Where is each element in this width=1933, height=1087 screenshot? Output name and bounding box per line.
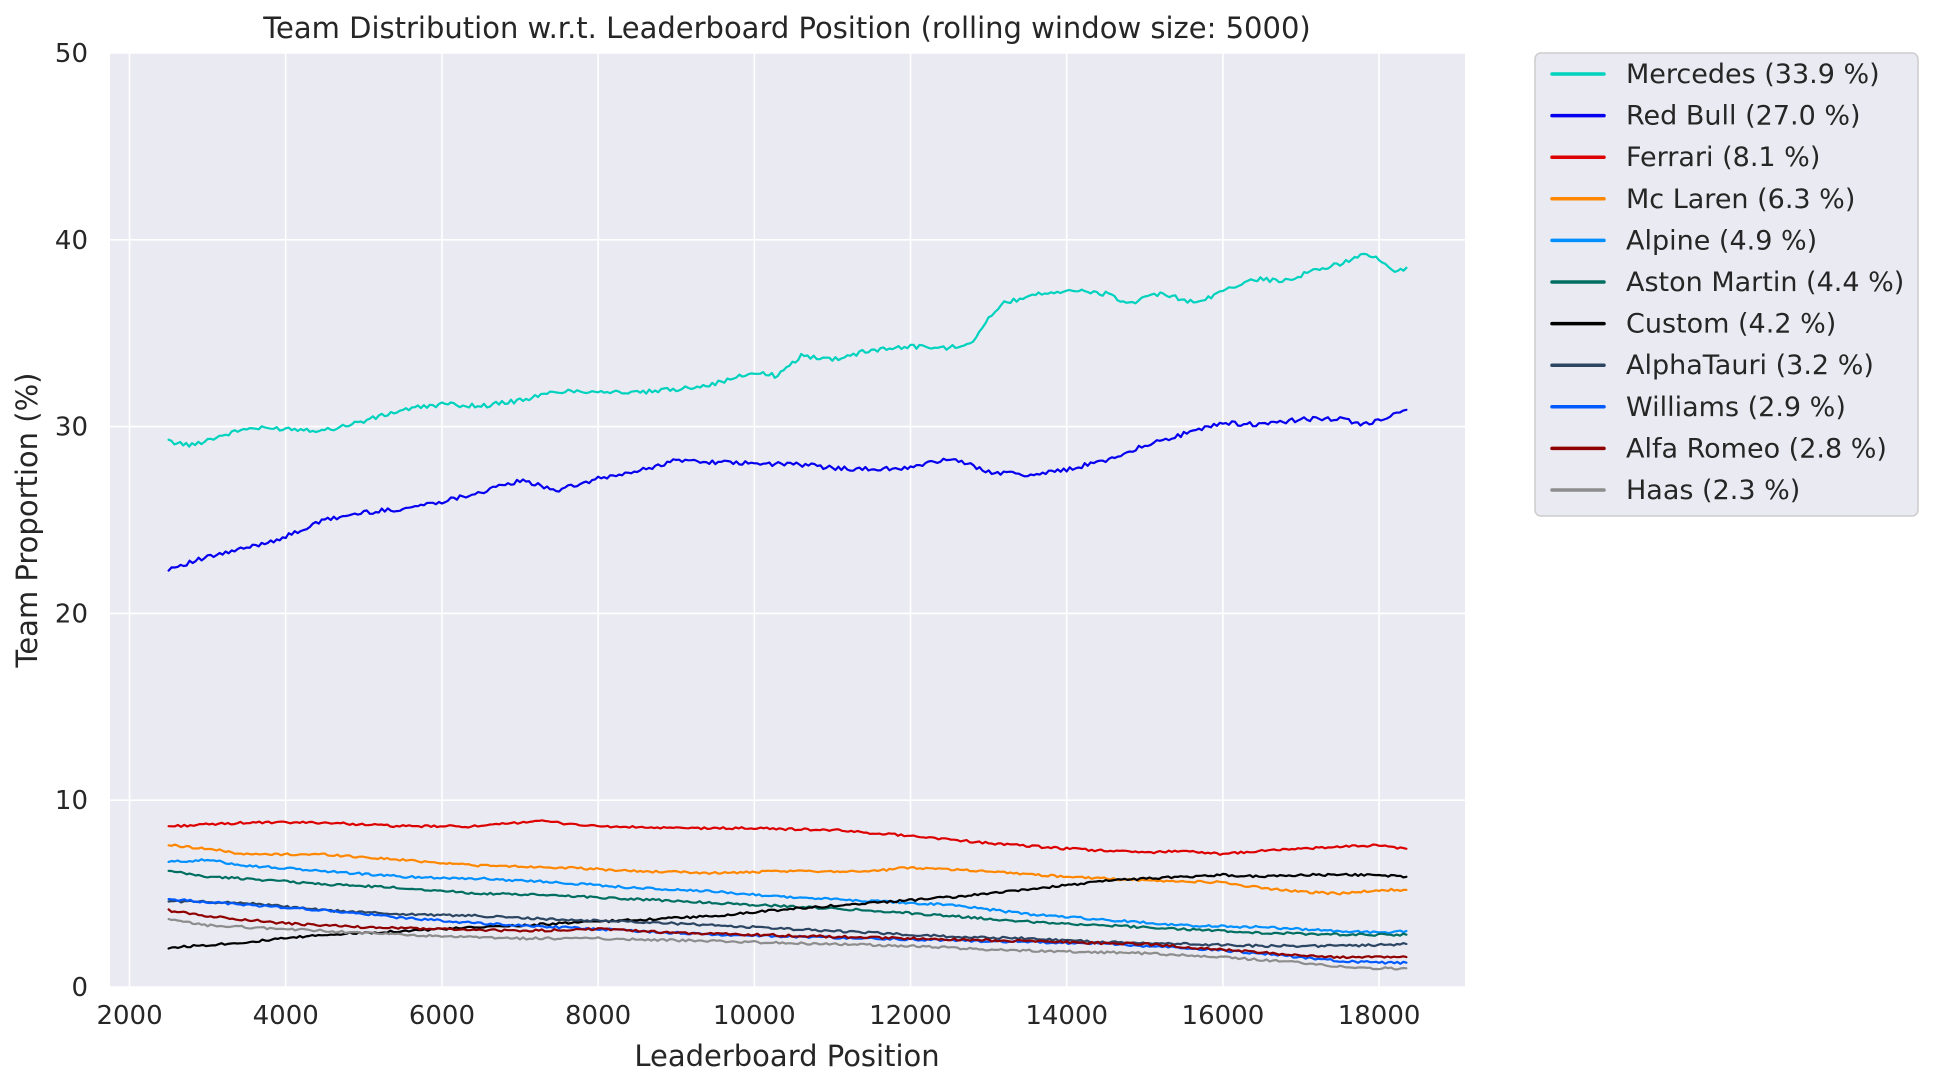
x-tick-label: 6000 <box>409 1001 475 1031</box>
series-line <box>167 252 1408 448</box>
x-tick-label: 18000 <box>1338 1001 1421 1031</box>
legend-label: Williams (2.9 %) <box>1626 392 1846 423</box>
y-tick-label: 40 <box>55 226 88 256</box>
series-line <box>167 408 1408 572</box>
series-line <box>167 898 1408 965</box>
legend-frame <box>1534 52 1919 517</box>
x-tick-label: 14000 <box>1025 1001 1108 1031</box>
legend-label: Mc Laren (6.3 %) <box>1626 184 1855 215</box>
legend-label: Red Bull (27.0 %) <box>1626 101 1861 132</box>
x-axis-title: Leaderboard Position <box>634 1039 939 1073</box>
x-tick-label: 2000 <box>96 1001 162 1031</box>
legend-label: Haas (2.3 %) <box>1626 475 1800 506</box>
x-tick-label: 12000 <box>869 1001 952 1031</box>
legend-label: Ferrari (8.1 %) <box>1626 142 1820 173</box>
x-tick-labels: 2000 4000 6000 8000 10000 12000 14000 16000 1800… <box>96 1001 1420 1031</box>
legend-label: AlphaTauri (3.2 %) <box>1626 350 1874 381</box>
legend-label: Custom (4.2 %) <box>1626 309 1836 340</box>
legend: Mercedes (33.9 %) Red Bull (27.0 %) Ferrar… <box>1534 52 1919 517</box>
legend-label: Alpine (4.9 %) <box>1626 225 1817 256</box>
series-line <box>167 858 1408 935</box>
series-layer <box>167 252 1408 971</box>
x-tick-label: 16000 <box>1182 1001 1265 1031</box>
plot-area <box>110 53 1465 987</box>
legend-label: Mercedes (33.9 %) <box>1626 59 1880 90</box>
series-line <box>167 917 1408 971</box>
legend-label: Alfa Romeo (2.8 %) <box>1626 433 1887 464</box>
y-tick-labels: 0 10 20 30 40 50 <box>55 39 88 1003</box>
y-tick-label: 0 <box>71 973 88 1003</box>
y-tick-label: 50 <box>55 39 88 69</box>
series-line <box>167 908 1408 960</box>
x-tick-label: 4000 <box>253 1001 319 1031</box>
y-axis-title: Team Proportion (%) <box>10 373 44 669</box>
y-tick-label: 10 <box>55 786 88 816</box>
y-tick-label: 30 <box>55 413 88 443</box>
series-line <box>167 843 1408 896</box>
y-tick-label: 20 <box>55 599 88 629</box>
chart-title: Team Distribution w.r.t. Leaderboard Pos… <box>262 11 1310 45</box>
series-line <box>167 899 1408 949</box>
series-line <box>167 869 1408 937</box>
x-tick-label: 8000 <box>565 1001 631 1031</box>
x-tick-label: 10000 <box>713 1001 796 1031</box>
series-line <box>167 819 1408 856</box>
legend-label: Aston Martin (4.4 %) <box>1626 267 1904 298</box>
